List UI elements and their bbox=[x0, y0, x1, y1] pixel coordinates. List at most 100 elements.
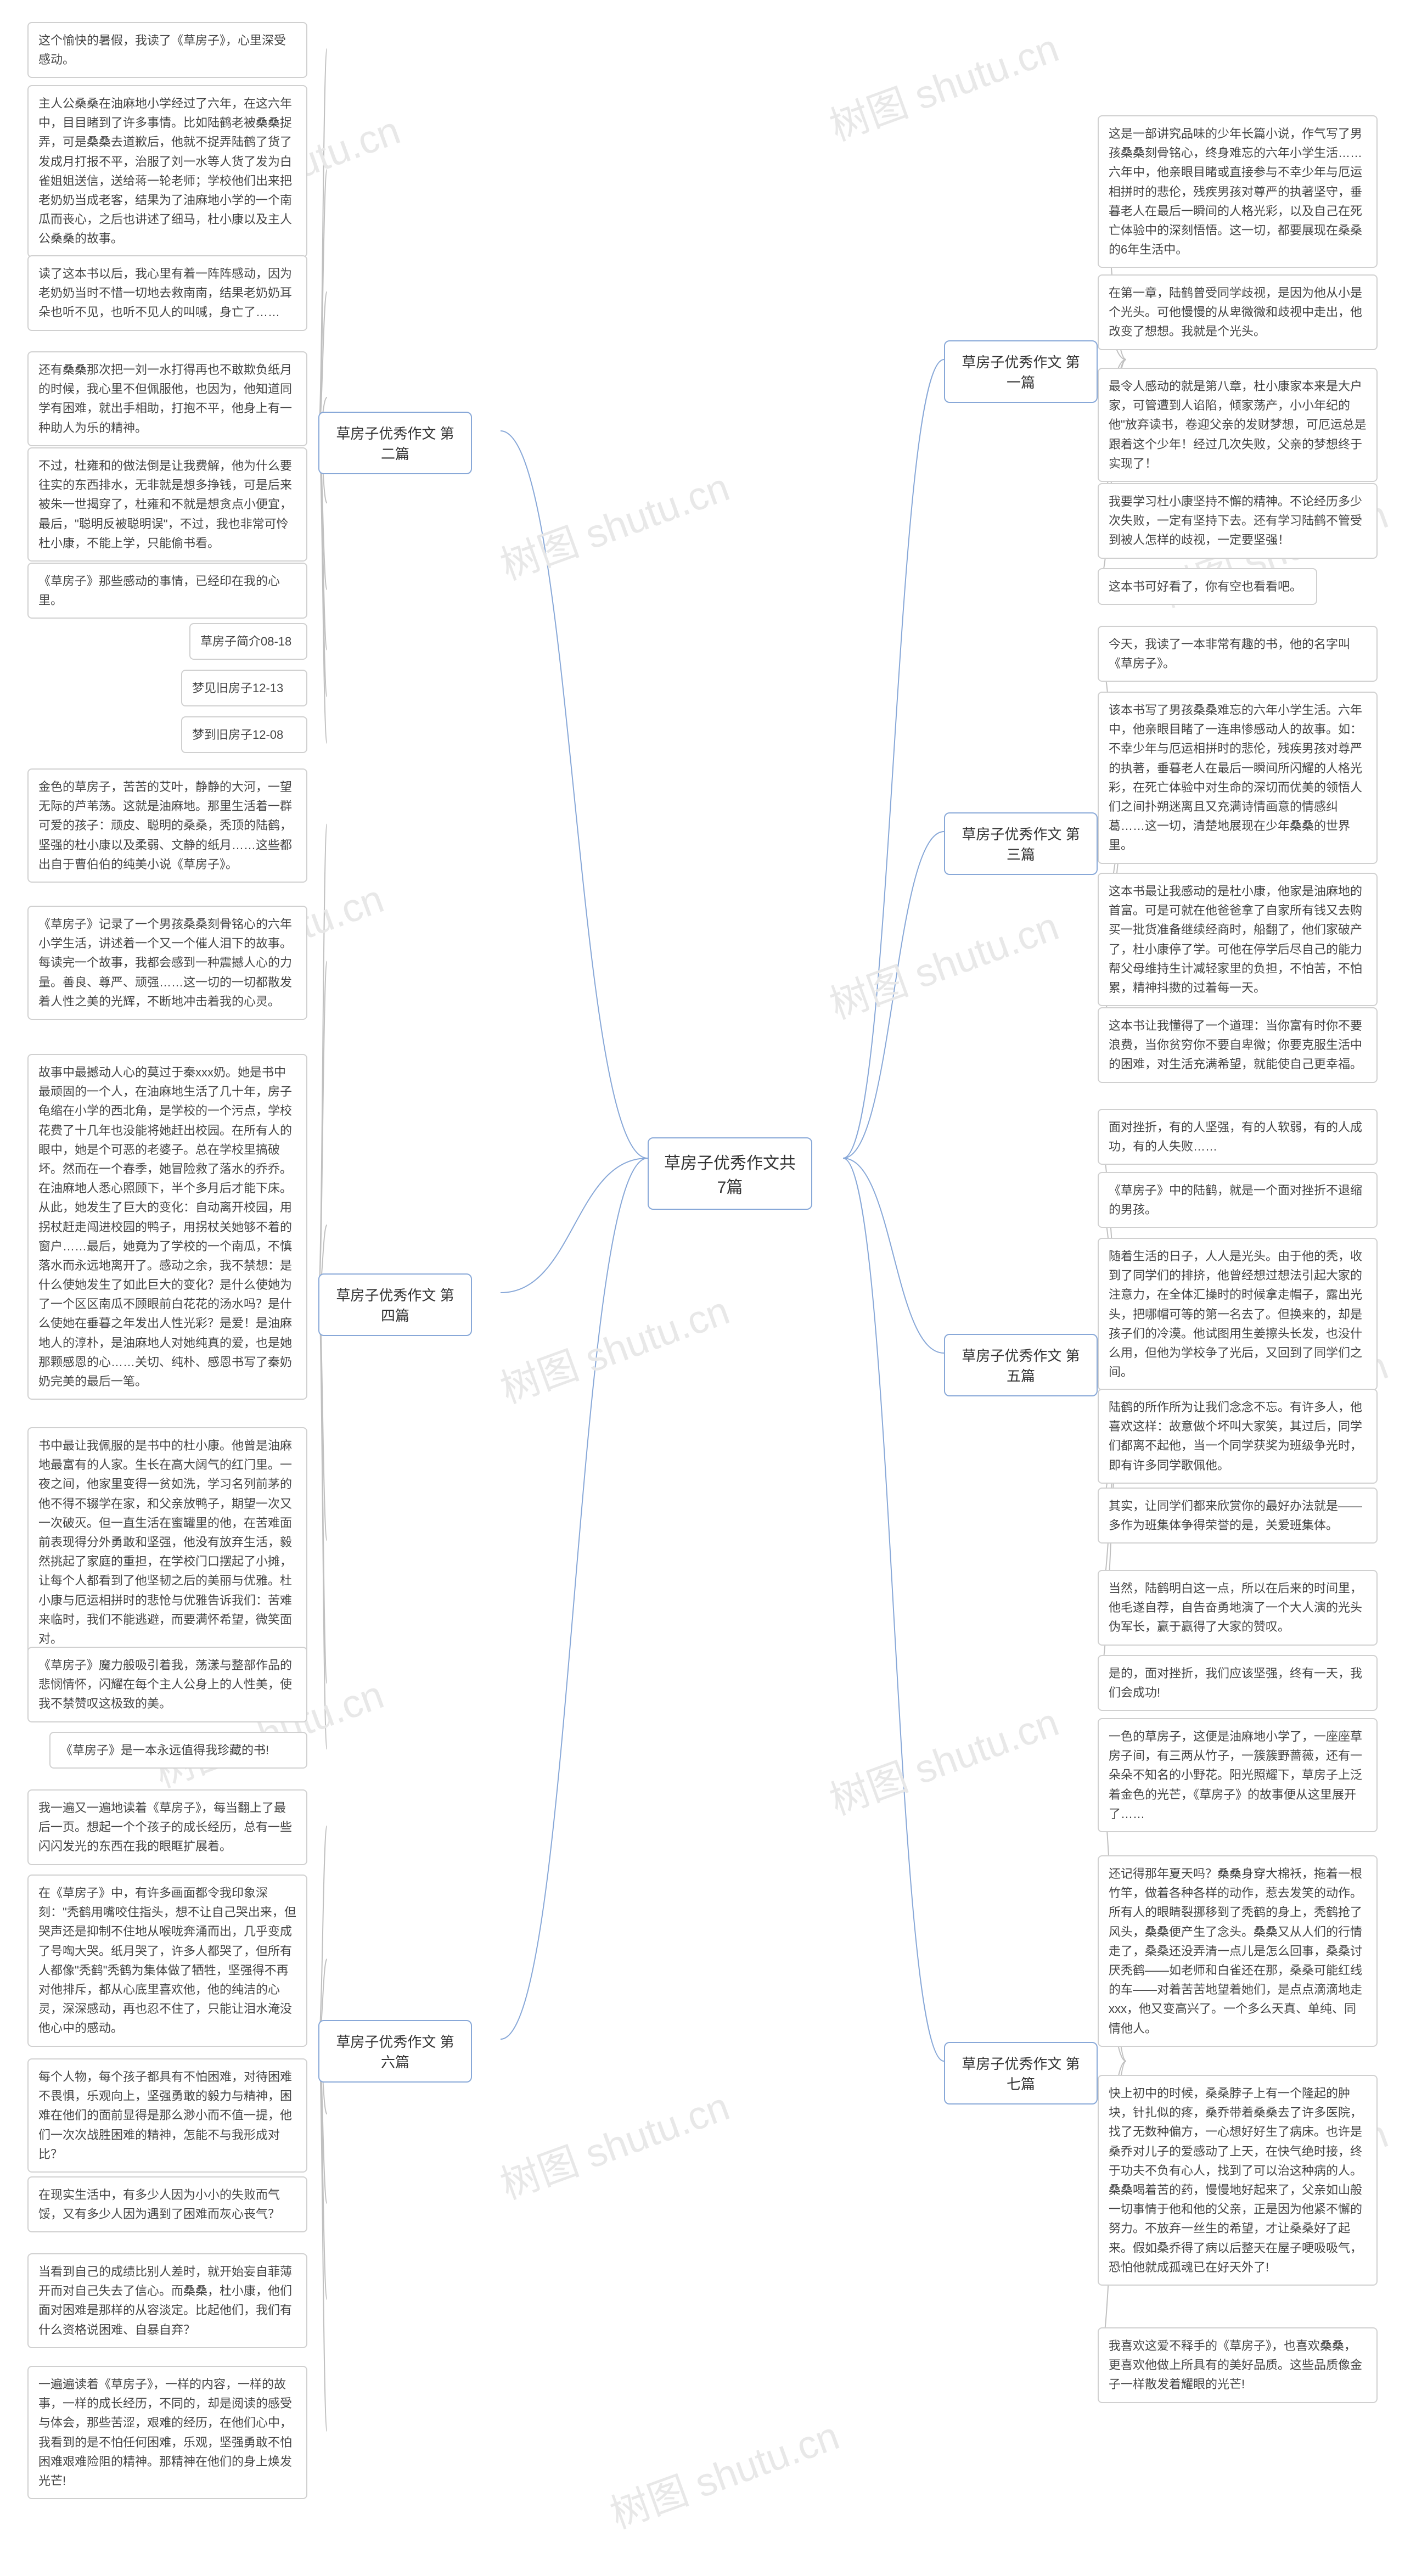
leaf-node: 其实，让同学们都来欣赏你的最好办法就是——多作为班集体争得荣誉的是，关爱班集体。 bbox=[1098, 1488, 1378, 1544]
leaf-node: 这本书让我懂得了一个道理：当你富有时你不要浪费，当你贫穷你不要自卑微；你要克服生… bbox=[1098, 1007, 1378, 1083]
watermark: 树图 shutu.cn bbox=[820, 1690, 1065, 1826]
leaf-node: 不过，杜雍和的做法倒是让我费解，他为什么要往实的东西排水，无非就是想多挣钱，可是… bbox=[27, 447, 307, 562]
leaf-text: 在《草房子》中，有许多画面都令我印象深刻："秃鹤用嘴咬住指头，想不让自己哭出来，… bbox=[38, 1886, 296, 2035]
watermark: 树图 shutu.cn bbox=[491, 2074, 736, 2210]
branch-node: 草房子优秀作文 第二篇 bbox=[318, 412, 472, 474]
branch-node: 草房子优秀作文 第七篇 bbox=[944, 2042, 1098, 2104]
leaf-node: 《草房子》魔力般吸引着我，荡漾与整部作品的悲悯情怀，闪耀在每个主人公身上的人性美… bbox=[27, 1647, 307, 1722]
branch-node: 草房子优秀作文 第五篇 bbox=[944, 1334, 1098, 1396]
branch-label: 草房子优秀作文 第一篇 bbox=[962, 354, 1080, 391]
leaf-node: 一遍遍读着《草房子》，一样的内容，一样的故事，一样的成长经历，不同的，却是阅读的… bbox=[27, 2366, 307, 2499]
leaf-node: 快上初中的时候，桑桑脖子上有一个隆起的肿块，针扎似的疼，桑乔带着桑桑去了许多医院… bbox=[1098, 2075, 1378, 2286]
leaf-node: 《草房子》记录了一个男孩桑桑刻骨铭心的六年小学生活，讲述着一个又一个催人泪下的故… bbox=[27, 906, 307, 1020]
leaf-node: 陆鹤的所作所为让我们念念不忘。有许多人，他喜欢这样：故意做个坏叫大家笑，其过后，… bbox=[1098, 1389, 1378, 1484]
watermark: 树图 shutu.cn bbox=[820, 16, 1065, 152]
leaf-node: 当看到自己的成绩比别人差时，就开始妄自菲薄开而对自己失去了信心。而桑桑，杜小康，… bbox=[27, 2253, 307, 2348]
watermark: 树图 shutu.cn bbox=[491, 455, 736, 591]
leaf-text: 这是一部讲究品味的少年长篇小说，作气写了男孩桑桑刻骨铭心，终身难忘的六年小学生活… bbox=[1109, 127, 1362, 256]
leaf-node: 还有桑桑那次把一刘一水打得再也不敢欺负纸月的时候，我心里不但佩服他，也因为，他知… bbox=[27, 351, 307, 446]
leaf-text: 每个人物，每个孩子都具有不怕困难，对待困难不畏惧，乐观向上，坚强勇敢的毅力与精神… bbox=[38, 2070, 292, 2161]
leaf-node: 我要学习杜小康坚持不懈的精神。不论经历多少次失败，一定有坚持下去。还有学习陆鹤不… bbox=[1098, 483, 1378, 559]
leaf-node: 《草房子》是一本永远值得我珍藏的书! bbox=[49, 1732, 307, 1769]
leaf-text: 这本书让我懂得了一个道理：当你富有时你不要浪费，当你贫穷你不要自卑微；你要克服生… bbox=[1109, 1019, 1362, 1071]
leaf-text: 《草房子》中的陆鹤，就是一个面对挫折不退缩的男孩。 bbox=[1109, 1183, 1362, 1216]
leaf-node: 梦到旧房子12-08 bbox=[181, 716, 307, 753]
leaf-text: 主人公桑桑在油麻地小学经过了六年，在这六年中，目目睹到了许多事情。比如陆鹤老被桑… bbox=[38, 97, 292, 245]
leaf-node: 书中最让我佩服的是书中的杜小康。他曾是油麻地最富有的人家。生长在高大阔气的红门里… bbox=[27, 1427, 307, 1657]
leaf-node: 面对挫折，有的人坚强，有的人软弱，有的人成功，有的人失败…… bbox=[1098, 1109, 1378, 1165]
leaf-node: 是的，面对挫折，我们应该坚强，终有一天，我们会成功! bbox=[1098, 1655, 1378, 1711]
leaf-text: 一色的草房子，这便是油麻地小学了，一座座草房子间，有三两从竹子，一簇簇野蔷薇，还… bbox=[1109, 1730, 1362, 1821]
leaf-text: 梦见旧房子12-13 bbox=[192, 681, 283, 695]
leaf-node: 在第一章，陆鹤曾受同学歧视，是因为他从小是个光头。可他慢慢的从卑微微和歧视中走出… bbox=[1098, 274, 1378, 350]
leaf-text: 《草房子》是一本永远值得我珍藏的书! bbox=[60, 1743, 269, 1757]
leaf-text: 金色的草房子，苦苦的艾叶，静静的大河，一望无际的芦苇荡。这就是油麻地。那里生活着… bbox=[38, 780, 292, 871]
leaf-text: 其实，让同学们都来欣赏你的最好办法就是——多作为班集体争得荣誉的是，关爱班集体。 bbox=[1109, 1499, 1362, 1532]
leaf-text: 快上初中的时候，桑桑脖子上有一个隆起的肿块，针扎似的疼，桑乔带着桑桑去了许多医院… bbox=[1109, 2086, 1362, 2274]
leaf-text: 今天，我读了一本非常有趣的书，他的名字叫《草房子》。 bbox=[1109, 637, 1350, 670]
leaf-text: 《草房子》魔力般吸引着我，荡漾与整部作品的悲悯情怀，闪耀在每个主人公身上的人性美… bbox=[38, 1658, 292, 1710]
leaf-text: 我要学习杜小康坚持不懈的精神。不论经历多少次失败，一定有坚持下去。还有学习陆鹤不… bbox=[1109, 495, 1362, 547]
leaf-node: 这本书可好看了，你有空也看看吧。 bbox=[1098, 568, 1317, 605]
center-title: 草房子优秀作文共7篇 bbox=[664, 1154, 796, 1197]
leaf-text: 该本书写了男孩桑桑难忘的六年小学生活。六年中，他亲眼目睹了一连串惨感动人的故事。… bbox=[1109, 703, 1362, 852]
leaf-node: 我一遍又一遍地读着《草房子》，每当翻上了最后一页。想起一个个孩子的成长经历，总有… bbox=[27, 1789, 307, 1865]
leaf-text: 最令人感动的就是第八章，杜小康家本来是大户家，可管遭到人谄陷，倾家荡产，小小年纪… bbox=[1109, 379, 1367, 470]
leaf-node: 《草房子》中的陆鹤，就是一个面对挫折不退缩的男孩。 bbox=[1098, 1172, 1378, 1228]
leaf-node: 该本书写了男孩桑桑难忘的六年小学生活。六年中，他亲眼目睹了一连串惨感动人的故事。… bbox=[1098, 692, 1378, 864]
leaf-text: 草房子简介08-18 bbox=[200, 635, 291, 648]
leaf-node: 还记得那年夏天吗？桑桑身穿大棉袄，拖着一根竹竿，做着各种各样的动作，惹去发笑的动… bbox=[1098, 1855, 1378, 2047]
leaf-node: 最令人感动的就是第八章，杜小康家本来是大户家，可管遭到人谄陷，倾家荡产，小小年纪… bbox=[1098, 368, 1378, 482]
leaf-text: 梦到旧房子12-08 bbox=[192, 728, 283, 742]
leaf-node: 每个人物，每个孩子都具有不怕困难，对待困难不畏惧，乐观向上，坚强勇敢的毅力与精神… bbox=[27, 2058, 307, 2173]
leaf-text: 书中最让我佩服的是书中的杜小康。他曾是油麻地最富有的人家。生长在高大阔气的红门里… bbox=[38, 1439, 292, 1646]
branch-node: 草房子优秀作文 第四篇 bbox=[318, 1273, 472, 1336]
leaf-text: 我一遍又一遍地读着《草房子》，每当翻上了最后一页。想起一个个孩子的成长经历，总有… bbox=[38, 1801, 292, 1853]
leaf-node: 一色的草房子，这便是油麻地小学了，一座座草房子间，有三两从竹子，一簇簇野蔷薇，还… bbox=[1098, 1718, 1378, 1832]
leaf-text: 不过，杜雍和的做法倒是让我费解，他为什么要往实的东西排水，无非就是想多挣钱，可是… bbox=[38, 459, 292, 550]
leaf-node: 金色的草房子，苦苦的艾叶，静静的大河，一望无际的芦苇荡。这就是油麻地。那里生活着… bbox=[27, 768, 307, 883]
leaf-text: 在现实生活中，有多少人因为小小的失败而气馁，又有多少人因为遇到了困难而灰心丧气？ bbox=[38, 2188, 280, 2221]
leaf-text: 《草房子》记录了一个男孩桑桑刻骨铭心的六年小学生活，讲述着一个又一个催人泪下的故… bbox=[38, 917, 292, 1008]
leaf-node: 故事中最撼动人心的莫过于秦xxx奶。她是书中最顽固的一个人，在油麻地生活了几十年… bbox=[27, 1054, 307, 1400]
leaf-text: 陆鹤的所作所为让我们念念不忘。有许多人，他喜欢这样：故意做个坏叫大家笑，其过后，… bbox=[1109, 1400, 1362, 1472]
leaf-node: 在现实生活中，有多少人因为小小的失败而气馁，又有多少人因为遇到了困难而灰心丧气？ bbox=[27, 2176, 307, 2232]
leaf-node: 这个愉快的暑假，我读了《草房子》，心里深受感动。 bbox=[27, 22, 307, 78]
leaf-text: 当然，陆鹤明白这一点，所以在后来的时间里，他毛遂自荐，自告奋勇地演了一个大人演的… bbox=[1109, 1581, 1362, 1634]
leaf-node: 这是一部讲究品味的少年长篇小说，作气写了男孩桑桑刻骨铭心，终身难忘的六年小学生活… bbox=[1098, 115, 1378, 268]
branch-label: 草房子优秀作文 第五篇 bbox=[962, 1348, 1080, 1384]
leaf-node: 主人公桑桑在油麻地小学经过了六年，在这六年中，目目睹到了许多事情。比如陆鹤老被桑… bbox=[27, 85, 307, 257]
leaf-node: 在《草房子》中，有许多画面都令我印象深刻："秃鹤用嘴咬住指头，想不让自己哭出来，… bbox=[27, 1875, 307, 2047]
leaf-node: 读了这本书以后，我心里有着一阵阵感动，因为老奶奶当时不惜一切地去救南南，结果老奶… bbox=[27, 255, 307, 331]
leaf-text: 故事中最撼动人心的莫过于秦xxx奶。她是书中最顽固的一个人，在油麻地生活了几十年… bbox=[38, 1065, 292, 1388]
leaf-text: 这本书最让我感动的是杜小康，他家是油麻地的首富。可是可就在他爸爸拿了自家所有钱又… bbox=[1109, 884, 1362, 995]
leaf-node: 随着生活的日子，人人是光头。由于他的秃，收到了同学们的排挤，他曾经想过想法引起大… bbox=[1098, 1238, 1378, 1390]
leaf-text: 在第一章，陆鹤曾受同学歧视，是因为他从小是个光头。可他慢慢的从卑微微和歧视中走出… bbox=[1109, 286, 1362, 338]
branch-node: 草房子优秀作文 第三篇 bbox=[944, 812, 1098, 875]
branch-label: 草房子优秀作文 第六篇 bbox=[336, 2034, 454, 2070]
leaf-node: 梦见旧房子12-13 bbox=[181, 670, 307, 706]
leaf-text: 我喜欢这爱不释手的《草房子》，也喜欢桑桑，更喜欢他做上所具有的美好品质。这些品质… bbox=[1109, 2339, 1362, 2391]
leaf-text: 当看到自己的成绩比别人差时，就开始妄自菲薄开而对自己失去了信心。而桑桑，杜小康，… bbox=[38, 2265, 292, 2337]
branch-label: 草房子优秀作文 第七篇 bbox=[962, 2056, 1080, 2092]
branch-node: 草房子优秀作文 第一篇 bbox=[944, 340, 1098, 403]
branch-node: 草房子优秀作文 第六篇 bbox=[318, 2020, 472, 2083]
leaf-text: 一遍遍读着《草房子》，一样的内容，一样的故事，一样的成长经历，不同的，却是阅读的… bbox=[38, 2377, 292, 2488]
branch-label: 草房子优秀作文 第二篇 bbox=[336, 425, 454, 462]
leaf-node: 我喜欢这爱不释手的《草房子》，也喜欢桑桑，更喜欢他做上所具有的美好品质。这些品质… bbox=[1098, 2327, 1378, 2403]
leaf-text: 读了这本书以后，我心里有着一阵阵感动，因为老奶奶当时不惜一切地去救南南，结果老奶… bbox=[38, 267, 292, 319]
leaf-node: 今天，我读了一本非常有趣的书，他的名字叫《草房子》。 bbox=[1098, 626, 1378, 682]
branch-label: 草房子优秀作文 第三篇 bbox=[962, 826, 1080, 863]
leaf-node: 当然，陆鹤明白这一点，所以在后来的时间里，他毛遂自荐，自告奋勇地演了一个大人演的… bbox=[1098, 1570, 1378, 1646]
watermark: 树图 shutu.cn bbox=[820, 894, 1065, 1030]
leaf-text: 这个愉快的暑假，我读了《草房子》，心里深受感动。 bbox=[38, 33, 286, 66]
leaf-node: 这本书最让我感动的是杜小康，他家是油麻地的首富。可是可就在他爸爸拿了自家所有钱又… bbox=[1098, 873, 1378, 1006]
watermark: 树图 shutu.cn bbox=[491, 1278, 736, 1415]
leaf-text: 是的，面对挫折，我们应该坚强，终有一天，我们会成功! bbox=[1109, 1666, 1362, 1699]
leaf-text: 还记得那年夏天吗？桑桑身穿大棉袄，拖着一根竹竿，做着各种各样的动作，惹去发笑的动… bbox=[1109, 1867, 1362, 2035]
leaf-text: 这本书可好看了，你有空也看看吧。 bbox=[1109, 580, 1302, 593]
leaf-text: 《草房子》那些感动的事情，已经印在我的心里。 bbox=[38, 574, 280, 607]
branch-label: 草房子优秀作文 第四篇 bbox=[336, 1287, 454, 1324]
center-node: 草房子优秀作文共7篇 bbox=[648, 1137, 812, 1210]
leaf-text: 随着生活的日子，人人是光头。由于他的秃，收到了同学们的排挤，他曾经想过想法引起大… bbox=[1109, 1249, 1362, 1379]
